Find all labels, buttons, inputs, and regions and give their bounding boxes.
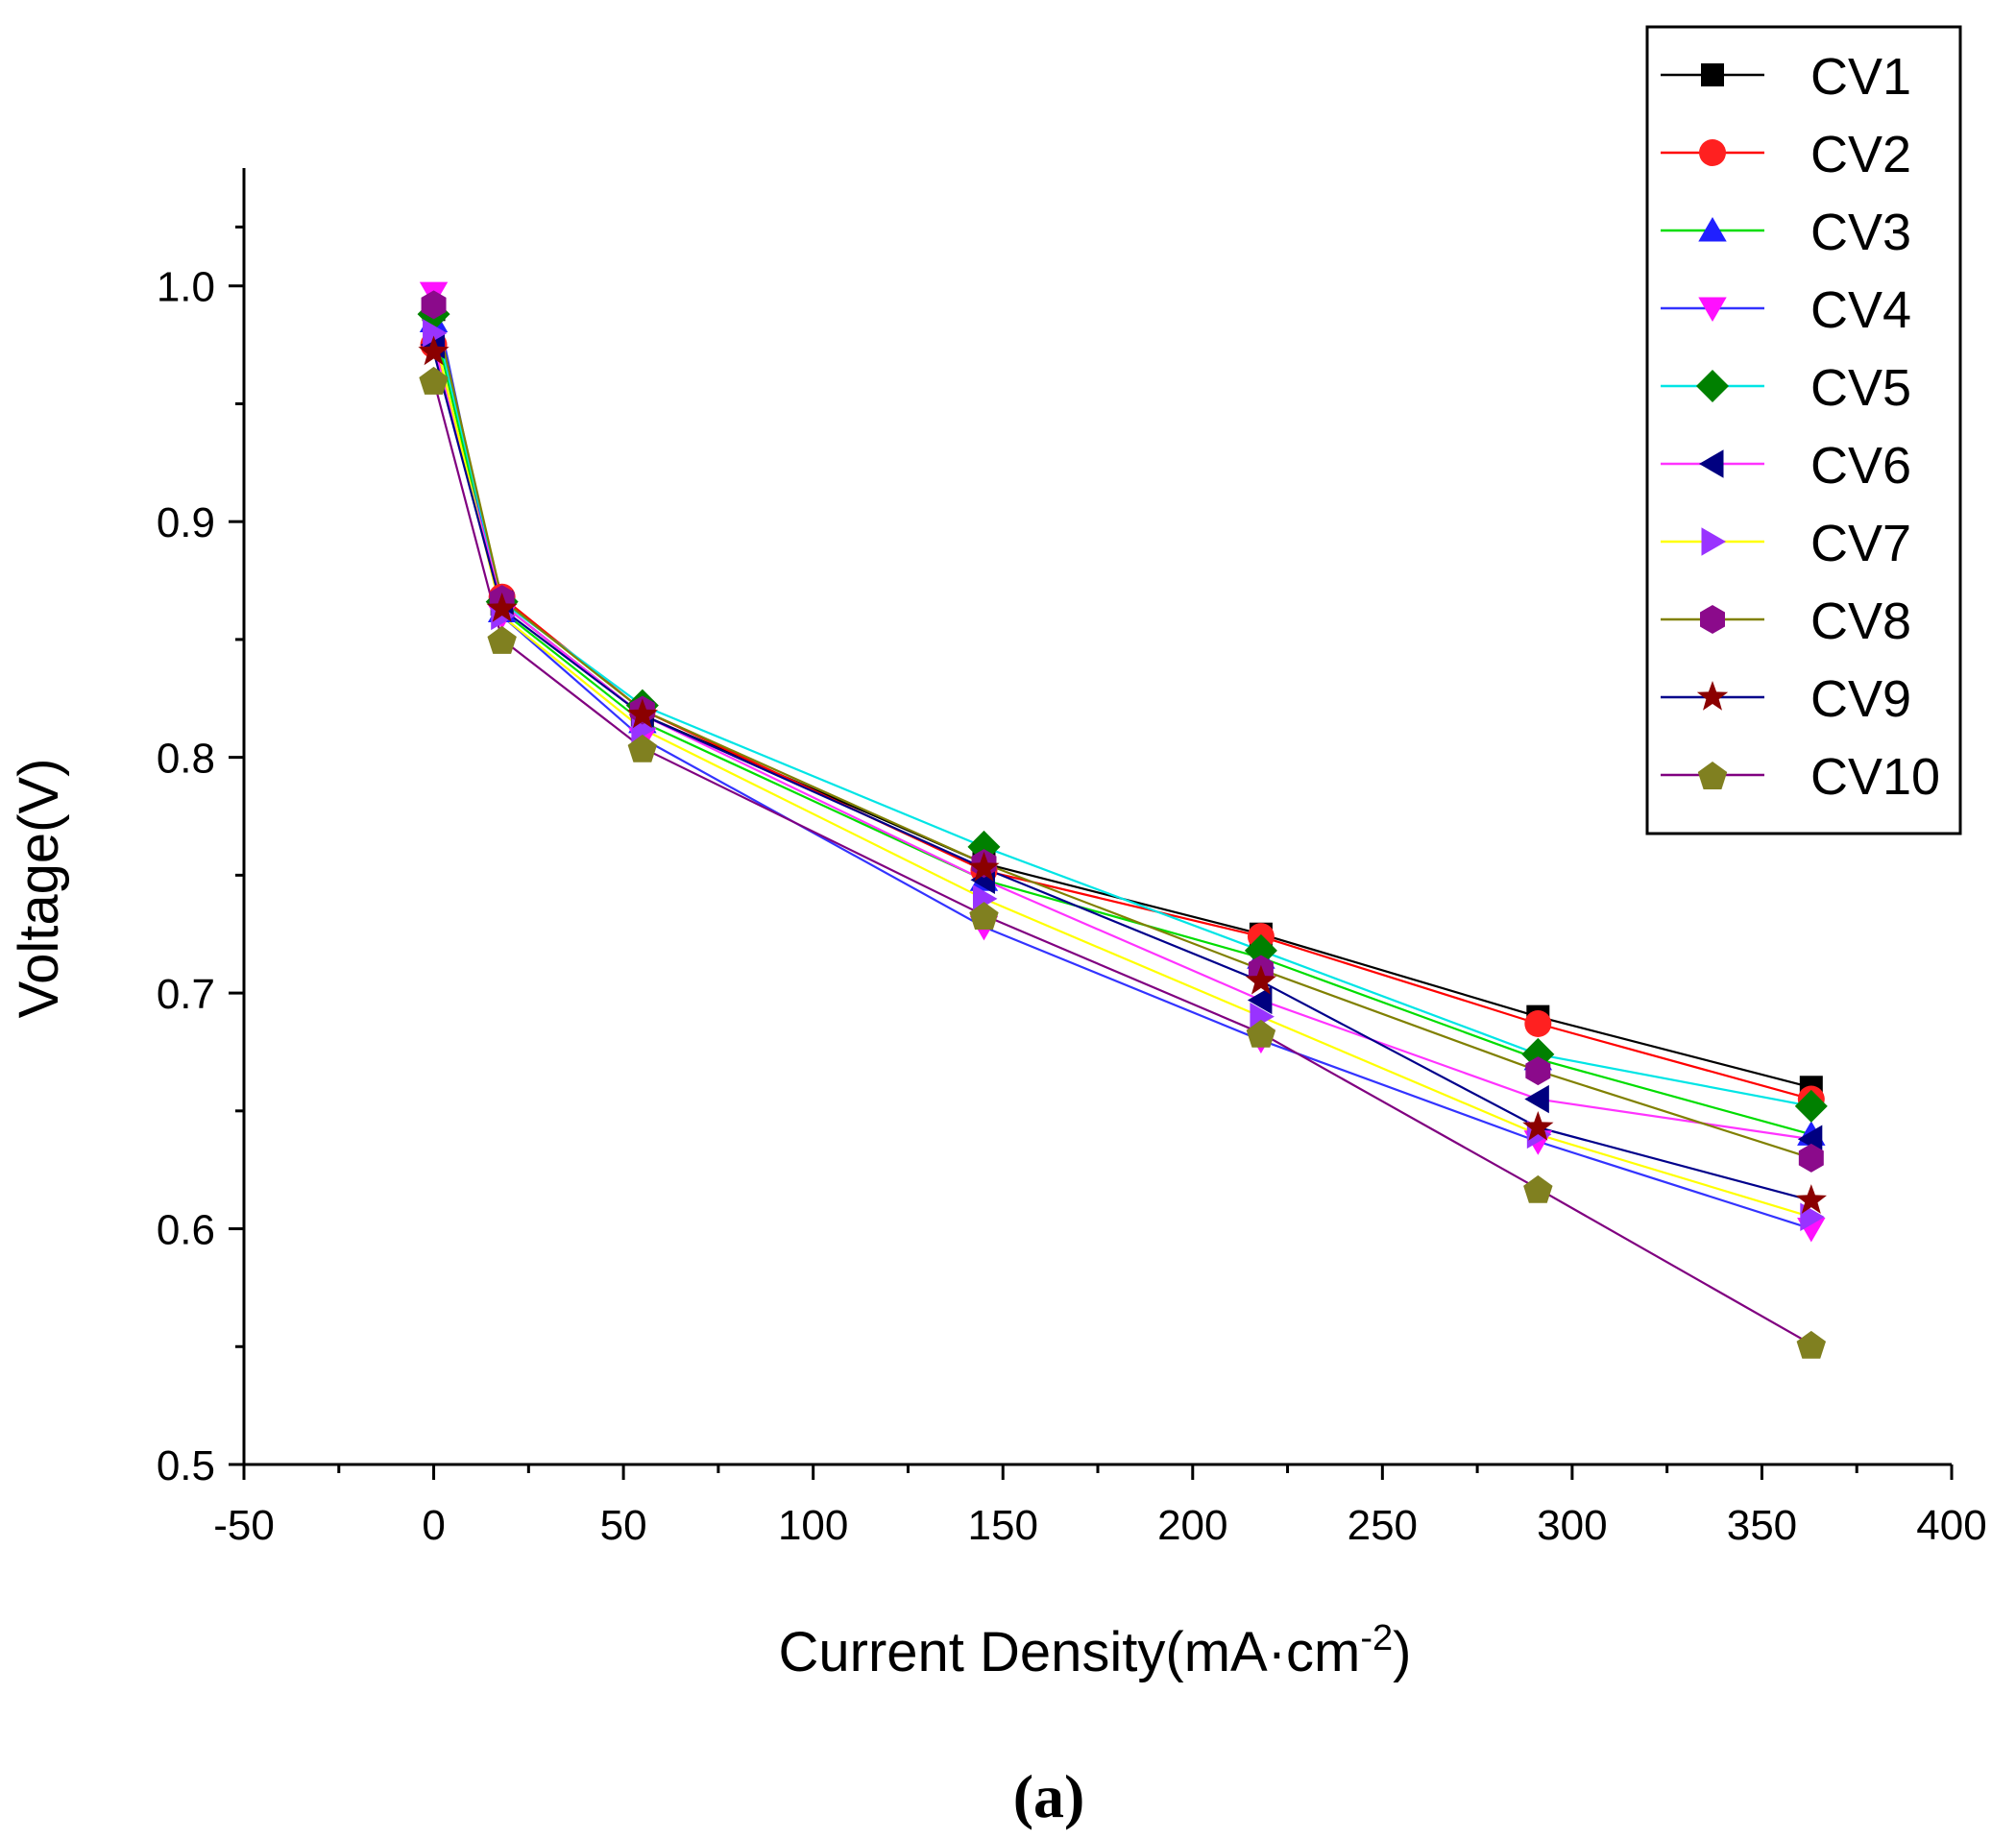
axes: -50 0 50 100 150 200 250 300 350 400 0.5 0.6 0.7 0.8 0… — [157, 168, 1987, 1549]
x-tick-label: 100 — [778, 1502, 848, 1549]
legend-label-cv1: CV1 — [1810, 48, 1911, 106]
data-point-cv10 — [419, 366, 449, 395]
legend-label-cv9: CV9 — [1810, 670, 1911, 728]
x-axis-title-suffix: ) — [1393, 1621, 1411, 1683]
x-axis-title: Current Density(mA·cm-2) — [779, 1618, 1412, 1683]
figure-caption: (a) — [1013, 1762, 1085, 1830]
y-tick-label: 0.8 — [157, 736, 215, 783]
data-point-cv10 — [1246, 1019, 1276, 1048]
x-tick-label: 300 — [1537, 1502, 1607, 1549]
data-point-cv10 — [1523, 1174, 1553, 1203]
series-line-cv9 — [432, 351, 1812, 1202]
legend: CV1 CV2 CV3 CV4 CV5 CV6 CV7 CV8 CV9 CV10 — [1645, 25, 1962, 835]
data-point-cv6 — [1247, 985, 1273, 1015]
legend-label-cv3: CV3 — [1810, 204, 1911, 261]
data-point-cv9 — [1795, 1184, 1827, 1214]
legend-marker-cv5 — [1696, 370, 1729, 402]
data-point-cv7 — [423, 319, 448, 348]
x-axis-title-main: Current Density(mA·cm — [779, 1621, 1361, 1683]
data-point-cv9 — [968, 852, 1000, 882]
data-point-cv8 — [421, 290, 447, 320]
plot-series-lines — [432, 292, 1812, 1345]
data-point-cv10 — [627, 734, 658, 762]
legend-marker-cv2 — [1699, 139, 1726, 166]
legend-marker-cv1 — [1701, 63, 1724, 86]
data-point-cv9 — [1522, 1111, 1554, 1141]
y-tick-label: 1.0 — [157, 264, 215, 311]
data-point-cv6 — [1524, 1084, 1549, 1114]
x-tick-label: 50 — [600, 1502, 647, 1549]
legend-label-cv6: CV6 — [1810, 437, 1911, 495]
x-tick-label: 200 — [1157, 1502, 1227, 1549]
x-tick-label: 150 — [968, 1502, 1038, 1549]
data-point-cv10 — [969, 902, 999, 931]
data-point-cv5 — [1244, 933, 1277, 967]
data-point-cv9 — [1245, 964, 1277, 995]
legend-marker-cv10 — [1697, 762, 1728, 789]
y-tick-label: 0.7 — [157, 971, 215, 1018]
data-point-cv5 — [1794, 1089, 1828, 1123]
legend-label-cv8: CV8 — [1810, 593, 1911, 650]
legend-label-cv10: CV10 — [1810, 748, 1940, 806]
x-tick-label: 350 — [1727, 1502, 1797, 1549]
legend-marker-cv9 — [1696, 681, 1729, 711]
x-tick-label: 250 — [1348, 1502, 1418, 1549]
data-point-cv9 — [626, 698, 659, 729]
legend-marker-cv4 — [1698, 297, 1727, 322]
data-point-cv10 — [487, 625, 517, 654]
y-axis-title: Voltage(V) — [8, 759, 70, 1019]
legend-marker-cv6 — [1699, 449, 1724, 478]
legend-box — [1645, 25, 1962, 835]
legend-label-cv5: CV5 — [1810, 359, 1911, 417]
legend-marker-cv3 — [1698, 217, 1727, 242]
x-tick-label: -50 — [213, 1502, 275, 1549]
data-point-cv2 — [1524, 1010, 1552, 1037]
data-point-cv6 — [1797, 1125, 1823, 1153]
legend-marker-cv8 — [1700, 605, 1725, 634]
data-point-cv8 — [1798, 1143, 1824, 1173]
x-axis-title-superscript: -2 — [1360, 1618, 1393, 1658]
legend-label-cv2: CV2 — [1810, 126, 1911, 183]
y-tick-label: 0.5 — [157, 1442, 215, 1489]
plot-series-markers — [417, 281, 1828, 1359]
x-tick-label: 0 — [422, 1502, 445, 1549]
legend-label-cv7: CV7 — [1810, 515, 1911, 572]
data-point-cv9 — [418, 335, 449, 366]
data-point-cv8 — [1525, 1056, 1551, 1086]
series-line-cv7 — [432, 332, 1812, 1219]
data-point-cv9 — [486, 593, 518, 622]
y-tick-label: 0.6 — [157, 1207, 215, 1254]
y-tick-label: 0.9 — [157, 499, 215, 546]
series-line-cv10 — [432, 379, 1812, 1345]
legend-label-cv4: CV4 — [1810, 281, 1911, 339]
x-tick-label: 400 — [1916, 1502, 1986, 1549]
legend-marker-cv7 — [1701, 527, 1726, 556]
data-point-cv10 — [1796, 1330, 1827, 1359]
